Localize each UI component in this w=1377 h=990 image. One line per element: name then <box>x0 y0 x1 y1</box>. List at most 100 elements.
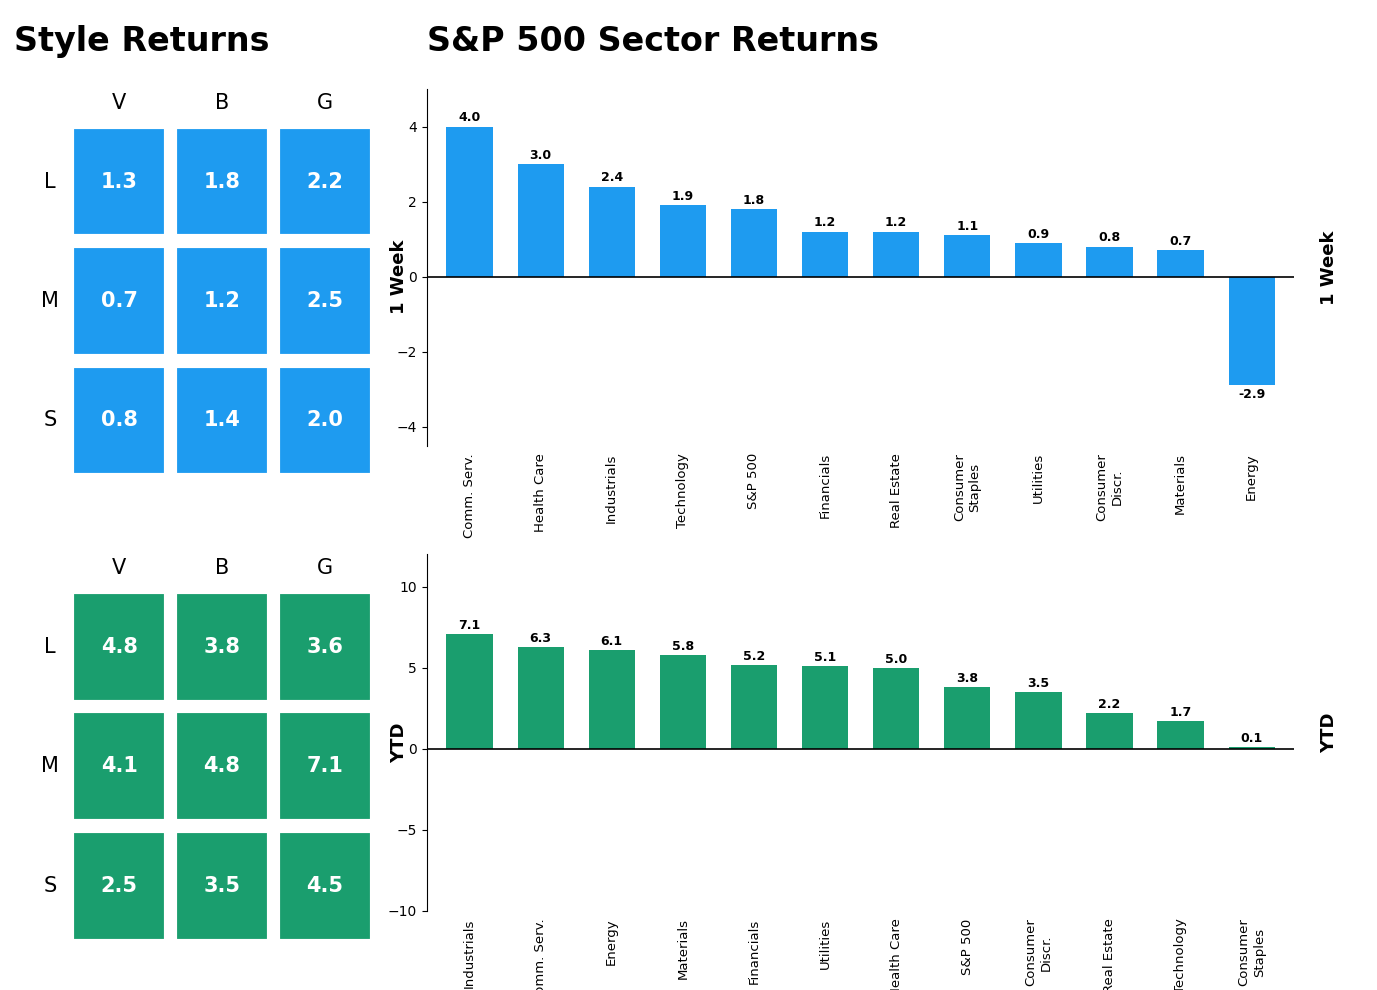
Text: 4.1: 4.1 <box>101 756 138 776</box>
FancyBboxPatch shape <box>278 247 372 355</box>
Text: V: V <box>112 558 127 578</box>
Text: 2.5: 2.5 <box>101 876 138 896</box>
Text: 5.0: 5.0 <box>885 652 907 666</box>
Text: M: M <box>41 756 59 776</box>
Text: S: S <box>43 411 56 431</box>
Text: 3.0: 3.0 <box>530 148 552 162</box>
Bar <box>1015 692 1062 748</box>
FancyBboxPatch shape <box>278 127 372 237</box>
Text: G: G <box>317 93 333 113</box>
Bar <box>660 654 706 748</box>
Bar <box>1015 243 1062 276</box>
FancyBboxPatch shape <box>175 712 269 821</box>
Text: V: V <box>112 93 127 113</box>
Text: 0.7: 0.7 <box>101 291 138 311</box>
Text: YTD: YTD <box>1321 713 1338 752</box>
Text: B: B <box>215 558 229 578</box>
Text: 3.5: 3.5 <box>1027 677 1049 690</box>
Text: 1.2: 1.2 <box>204 291 241 311</box>
Text: 6.1: 6.1 <box>600 635 622 648</box>
Text: 4.8: 4.8 <box>204 756 241 776</box>
Bar <box>660 205 706 276</box>
Text: 4.5: 4.5 <box>306 876 343 896</box>
FancyBboxPatch shape <box>278 592 372 702</box>
FancyBboxPatch shape <box>73 365 167 475</box>
Text: S: S <box>43 876 56 896</box>
Text: S&P 500 Sector Returns: S&P 500 Sector Returns <box>427 25 879 57</box>
Bar <box>446 127 493 276</box>
Text: L: L <box>44 637 55 656</box>
Text: 1 Week: 1 Week <box>1321 230 1338 305</box>
Text: 2.0: 2.0 <box>306 411 343 431</box>
Text: 0.1: 0.1 <box>1241 733 1263 745</box>
Bar <box>945 236 990 276</box>
Text: 1.8: 1.8 <box>204 171 241 191</box>
Bar <box>1086 713 1133 748</box>
Text: 0.8: 0.8 <box>101 411 138 431</box>
Text: 1.9: 1.9 <box>672 190 694 203</box>
Bar <box>588 187 635 276</box>
FancyBboxPatch shape <box>175 831 269 940</box>
Text: 1.7: 1.7 <box>1169 706 1191 720</box>
FancyBboxPatch shape <box>278 365 372 475</box>
Text: 2.4: 2.4 <box>600 171 622 184</box>
Text: 6.3: 6.3 <box>530 632 552 644</box>
Text: 3.5: 3.5 <box>204 876 241 896</box>
Text: 2.5: 2.5 <box>306 291 343 311</box>
FancyBboxPatch shape <box>73 592 167 702</box>
Text: 2.2: 2.2 <box>1099 698 1121 711</box>
Text: YTD: YTD <box>390 723 409 762</box>
Text: 5.8: 5.8 <box>672 640 694 652</box>
Text: G: G <box>317 558 333 578</box>
Text: 4.8: 4.8 <box>101 637 138 656</box>
Bar <box>1228 747 1275 748</box>
Text: 0.8: 0.8 <box>1099 232 1121 245</box>
Text: 1.3: 1.3 <box>101 171 138 191</box>
Text: Style Returns: Style Returns <box>14 25 270 57</box>
FancyBboxPatch shape <box>73 127 167 237</box>
Text: 7.1: 7.1 <box>459 619 481 632</box>
Bar <box>873 668 920 748</box>
Text: -2.9: -2.9 <box>1238 388 1265 402</box>
Text: 5.2: 5.2 <box>742 649 766 662</box>
Bar <box>801 666 848 748</box>
Bar <box>801 232 848 276</box>
Text: 1.4: 1.4 <box>204 411 241 431</box>
FancyBboxPatch shape <box>175 592 269 702</box>
FancyBboxPatch shape <box>73 831 167 940</box>
Text: 0.9: 0.9 <box>1027 228 1049 241</box>
FancyBboxPatch shape <box>73 712 167 821</box>
Bar <box>588 650 635 748</box>
Text: 5.1: 5.1 <box>814 651 836 664</box>
Bar <box>731 664 777 748</box>
Text: 1.1: 1.1 <box>956 220 979 234</box>
Text: 2.2: 2.2 <box>306 171 343 191</box>
FancyBboxPatch shape <box>175 247 269 355</box>
FancyBboxPatch shape <box>175 365 269 475</box>
Text: 1.2: 1.2 <box>885 217 907 230</box>
Text: 3.8: 3.8 <box>204 637 241 656</box>
Text: 3.6: 3.6 <box>306 637 343 656</box>
Text: 4.0: 4.0 <box>459 111 481 125</box>
Text: 1.2: 1.2 <box>814 217 836 230</box>
Bar <box>1158 722 1203 748</box>
FancyBboxPatch shape <box>175 127 269 237</box>
Bar <box>1228 276 1275 385</box>
FancyBboxPatch shape <box>278 831 372 940</box>
Bar <box>873 232 920 276</box>
Text: M: M <box>41 291 59 311</box>
Bar <box>945 687 990 748</box>
Text: 3.8: 3.8 <box>956 672 978 685</box>
FancyBboxPatch shape <box>73 247 167 355</box>
Bar <box>518 646 563 748</box>
Bar <box>1158 250 1203 276</box>
Text: 0.7: 0.7 <box>1169 236 1191 248</box>
Bar <box>731 209 777 276</box>
Text: 1.8: 1.8 <box>744 194 766 207</box>
Bar <box>1086 247 1133 276</box>
Text: 1 Week: 1 Week <box>390 240 409 315</box>
Text: L: L <box>44 171 55 191</box>
Text: B: B <box>215 93 229 113</box>
FancyBboxPatch shape <box>278 712 372 821</box>
Text: 7.1: 7.1 <box>306 756 343 776</box>
